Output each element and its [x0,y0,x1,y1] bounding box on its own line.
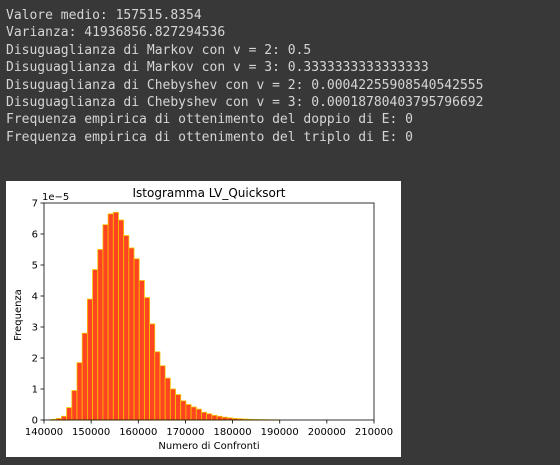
histogram-bar [133,258,140,421]
histogram-bar [138,280,145,421]
histogram-bar [66,407,73,421]
histogram-bar [169,388,176,421]
histogram-bar [216,415,223,421]
histogram-bar [159,365,166,421]
x-axis-label: Numero di Confronti [158,441,259,452]
output-line: Disuguaglianza di Markov con v = 3: 0.33… [6,60,429,76]
y-tick-label: 7 [32,199,38,210]
histogram-bar [211,414,218,421]
histogram-bar [102,224,109,421]
histogram-bar [144,297,151,421]
histogram-bars [50,211,280,421]
output-line: Frequenza empirica di ottenimento del do… [6,112,413,128]
histogram-bar [175,394,182,421]
y-tick-label: 6 [32,230,38,241]
y-axis-label: Frequenza [13,289,24,341]
x-tick-label: 190000 [261,427,299,438]
histogram-bar [164,377,171,421]
output-line: Disuguaglianza di Markov con v = 2: 0.5 [6,42,312,58]
x-tick-label: 160000 [119,427,157,438]
output-line: Frequenza empirica di ottenimento del tr… [6,129,413,145]
histogram-bar [190,406,197,421]
chart-title: Istogramma LV_Quicksort [132,186,285,200]
plot-frame [43,202,375,421]
histogram-bar [97,249,104,421]
histogram-bar [128,247,135,421]
histogram-bar [185,404,192,421]
histogram-bar [107,213,114,421]
output-line: Disuguaglianza di Chebyshev con v = 3: 0… [6,94,484,110]
histogram-bar [61,415,68,421]
histogram-bar [81,332,88,421]
histogram-bar [86,298,93,421]
histogram-bar [206,413,213,421]
histogram-bar [154,351,161,421]
y-tick-label: 3 [32,323,38,334]
y-tick-label: 0 [32,416,38,427]
histogram-figure: Istogramma LV_Quicksort 1e−5 140000 15000… [6,181,401,457]
y-offset-label: 1e−5 [42,192,69,203]
histogram-bar [92,269,99,421]
histogram-bar [221,416,228,421]
x-tick-label: 150000 [72,427,110,438]
x-tick-label: 210000 [355,427,393,438]
x-tick-label: 180000 [213,427,251,438]
histogram-bar [118,219,125,421]
histogram-bar [195,408,202,421]
x-tick-label: 140000 [25,427,63,438]
histogram-bar [71,390,78,421]
x-tick-label: 200000 [308,427,346,438]
histogram-chart: Istogramma LV_Quicksort 1e−5 140000 15000… [13,186,393,452]
y-tick-label: 5 [32,261,38,272]
x-tick-label: 170000 [166,427,204,438]
output-line: Varianza: 41936856.827294536 [6,25,226,41]
histogram-bar [123,235,130,421]
histogram-bar [112,211,119,421]
histogram-bar [149,323,156,421]
output-line: Disuguaglianza di Chebyshev con v = 2: 0… [6,77,484,93]
cell-output: Valore medio: 157515.8354 Varianza: 41936… [6,7,483,146]
y-tick-label: 2 [32,354,38,365]
axes: 140000 150000 160000 170000 180000 190000 2000… [25,199,393,439]
histogram-bar [201,411,208,421]
output-line: Valore medio: 157515.8354 [6,8,202,23]
histogram-bar [76,362,83,421]
y-tick-label: 1 [32,385,38,396]
histogram-bar [180,400,187,421]
y-tick-label: 4 [32,292,38,303]
